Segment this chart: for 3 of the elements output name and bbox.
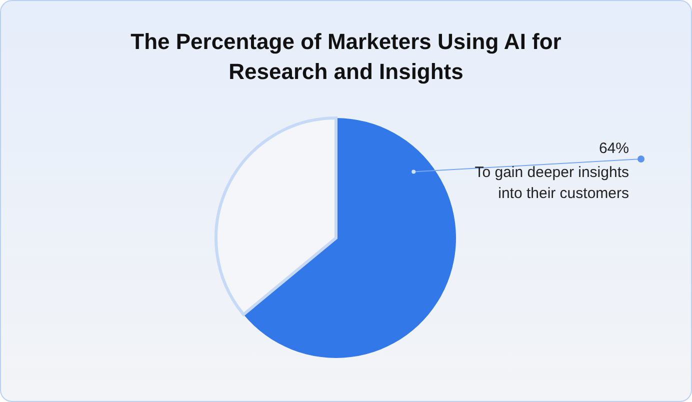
slice-label: To gain deeper insights into their customers bbox=[474, 164, 629, 202]
data-label: 64% bbox=[598, 140, 629, 157]
chart-title: The Percentage of Marketers Using AI for Research and Insights bbox=[130, 28, 562, 86]
